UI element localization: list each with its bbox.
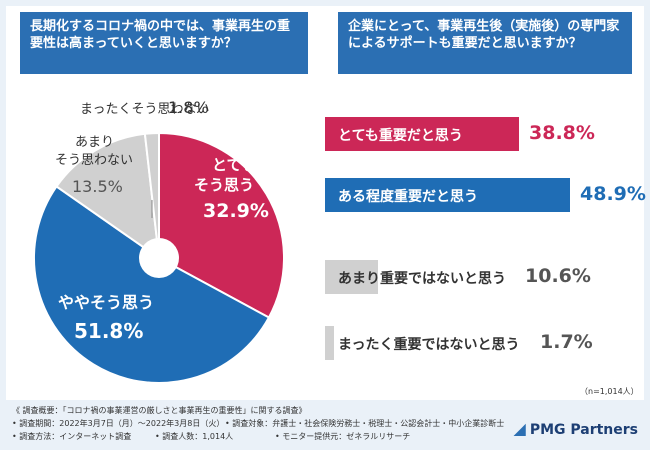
question-2-box: 企業にとって、事業再生後（実施後）の専門家によるサポートも重要だと思いますか？ xyxy=(338,12,632,74)
bar-3 xyxy=(325,326,334,360)
survey-note-title: 《 調査概要：「コロナ禍の事業運営の厳しさと事業再生の重要性」に関する調査》 xyxy=(12,406,307,415)
pie-slice-0 xyxy=(158,131,285,319)
pie-value-not-at-all: 1.8% xyxy=(168,98,209,117)
bar-label-1: ある程度重要だと思う xyxy=(338,189,478,205)
sample-size: （n=1,014人） xyxy=(580,387,639,396)
pie-slice-1 xyxy=(33,185,271,384)
pie-label-not-at-all: まったくそう思わない xyxy=(80,102,209,117)
pie-label-somewhat: ややそう思う xyxy=(58,293,154,312)
bar-value-2: 10.6% xyxy=(525,265,591,287)
pie-chart: まったくそう思わない 1.8% あまり そう思わない 13.5% とても そう思… xyxy=(33,98,285,384)
pie-value-somewhat: 51.8% xyxy=(74,319,143,343)
pie-slice-3 xyxy=(143,131,160,259)
survey-note-count: • 調査人数：1,014人 xyxy=(155,432,234,441)
bar-value-1: 48.9% xyxy=(580,183,646,205)
brand-logo: ◢ PMG Partners xyxy=(514,419,639,438)
pie-label-strongly-1: とても xyxy=(212,156,256,174)
brand-name: PMG Partners xyxy=(529,422,638,438)
bar-value-3: 1.7% xyxy=(540,331,593,353)
bar-2 xyxy=(325,260,378,294)
bar-label-3: まったく重要ではないと思う xyxy=(338,337,520,353)
question-1-box: 長期化するコロナ禍の中では、事業再生の重要性は高まっていくと思いますか？ xyxy=(20,12,308,74)
pie-label-strongly-2: そう思う xyxy=(194,176,254,194)
pie-value-not-really: 13.5% xyxy=(72,177,123,196)
bar-value-0: 38.8% xyxy=(529,122,595,144)
bar-label-2: あまり重要ではないと思う xyxy=(338,271,506,287)
pie-value-strongly: 32.9% xyxy=(203,200,269,222)
survey-note-method: • 調査方法：インターネット調査 xyxy=(12,432,132,441)
bar-0 xyxy=(325,117,519,151)
survey-note-period: • 調査期間：2022年3月7日（月）～2022年3月8日（火） xyxy=(12,419,225,428)
pie-center-hole xyxy=(139,238,179,278)
survey-note-target: • 調査対象：弁護士・社会保険労務士・税理士・公認会計士・中小企業診断士 xyxy=(225,419,505,428)
brand-mark-icon: ◢ xyxy=(513,419,526,438)
pie-label-not-really-2: そう思わない xyxy=(55,153,133,168)
survey-note-provider: • モニター提供元：ゼネラルリサーチ xyxy=(275,432,411,441)
bar-label-0: とても重要だと思う xyxy=(338,128,463,144)
bar-1 xyxy=(325,178,570,212)
pie-label-not-really: あまり xyxy=(75,135,114,150)
pie-slice-2 xyxy=(55,132,161,261)
